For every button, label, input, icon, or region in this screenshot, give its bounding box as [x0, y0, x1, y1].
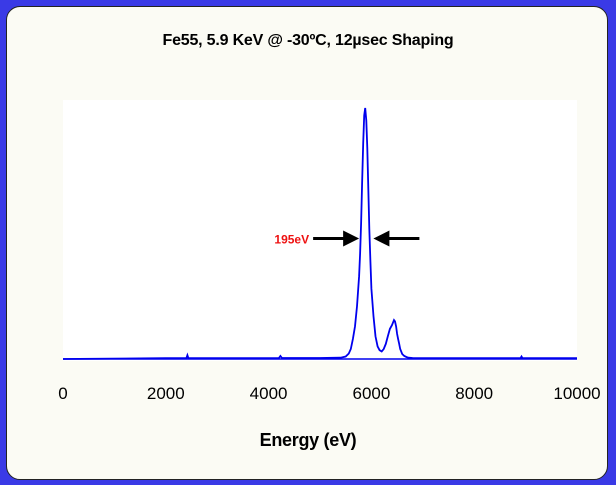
- fwhm-label: 195eV: [274, 233, 309, 247]
- x-tick-label: 10000: [553, 384, 600, 403]
- fwhm-right-arrow-head: [373, 230, 390, 247]
- x-tick-labels: 0 2000 4000 6000 8000 10000: [58, 384, 600, 403]
- x-tick-label: 0: [58, 384, 67, 403]
- fwhm-annotation: [313, 230, 420, 247]
- x-axis-label: Energy (eV): [259, 430, 357, 450]
- fwhm-left-arrow-head: [343, 230, 360, 247]
- plot-area: [63, 100, 577, 361]
- x-tick-label: 2000: [147, 384, 185, 403]
- x-tick-label: 8000: [455, 384, 493, 403]
- series-line: [63, 107, 577, 360]
- x-tick-label: 6000: [352, 384, 390, 403]
- x-tick-label: 4000: [250, 384, 288, 403]
- chart-title: Fe55, 5.9 KeV @ -30ºC, 12µsec Shaping: [162, 32, 454, 49]
